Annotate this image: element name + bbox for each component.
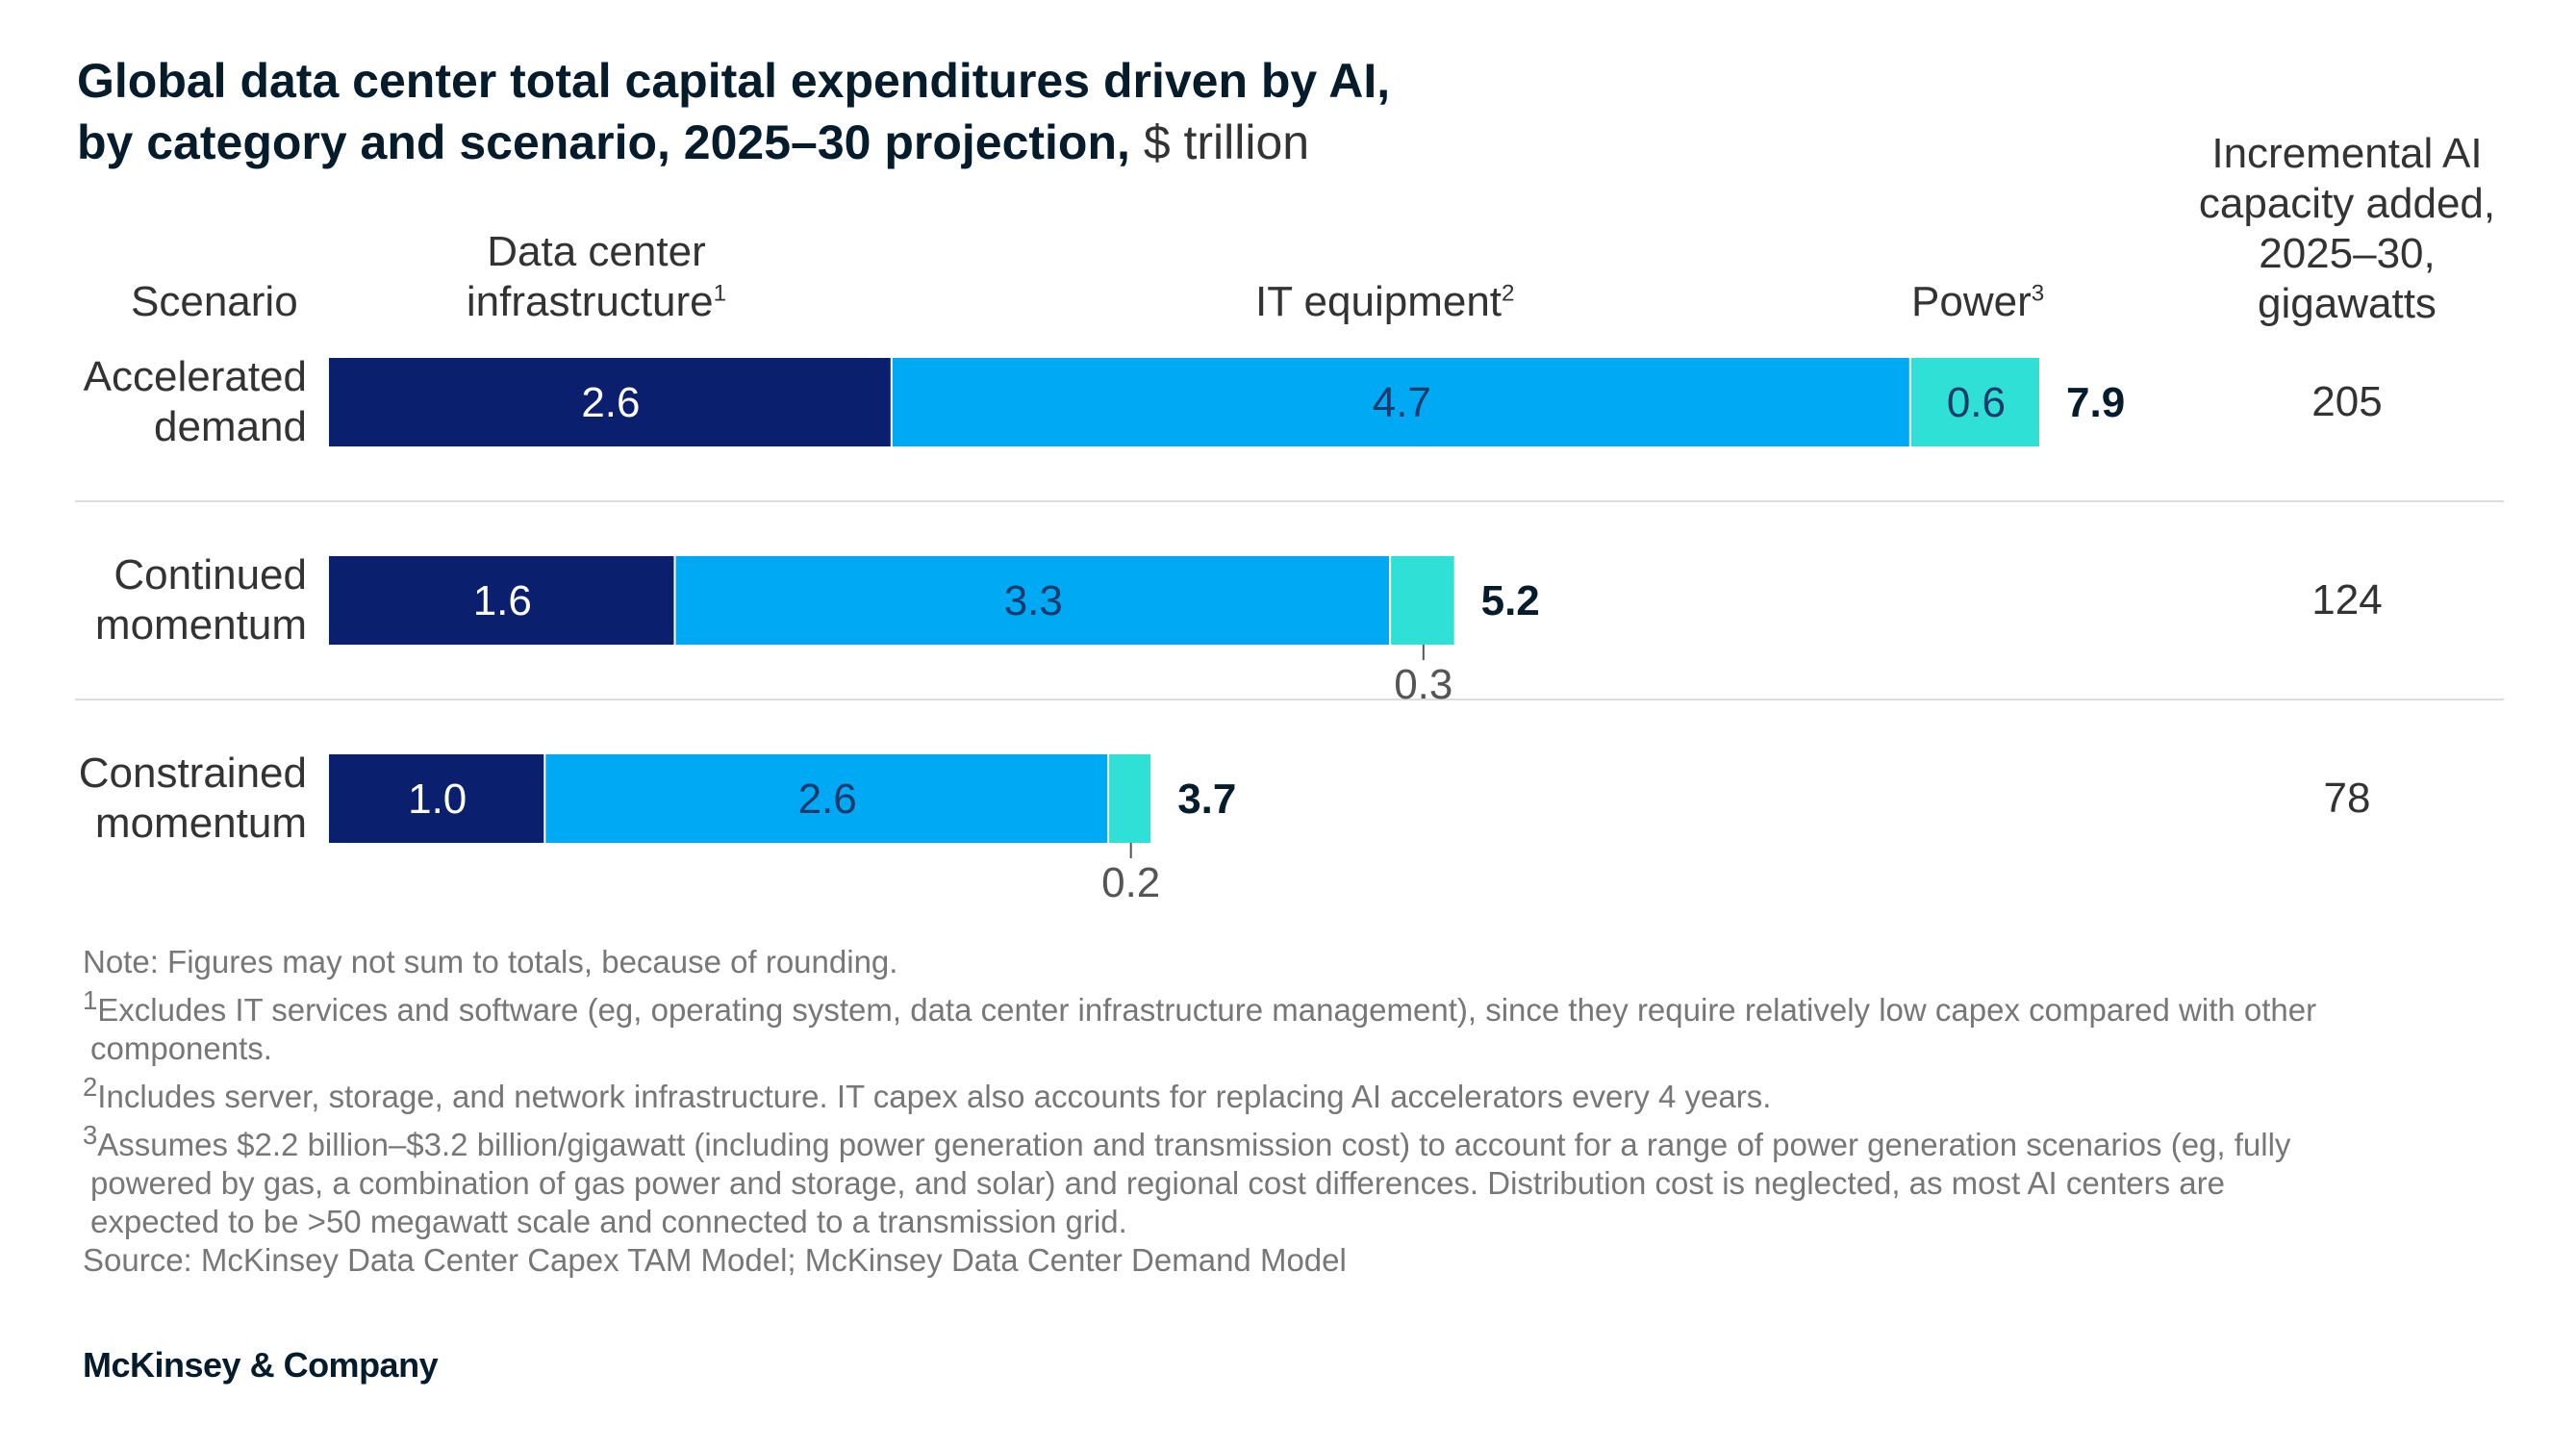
footnote-mark-2: 2 [1502, 280, 1515, 307]
footnote-1-cont: components. [90, 1030, 272, 1066]
capacity-value-continued: 124 [2311, 576, 2383, 623]
footnote-3-cont-a: powered by gas, a combination of gas pow… [90, 1165, 2225, 1201]
footnote-mark-1: 1 [713, 280, 727, 307]
bar-label-constrained-power: 0.2 [1101, 859, 1160, 906]
footnote-1: 1Excludes IT services and software (eg, … [83, 985, 2317, 1028]
scenario-label-constrained: Constrained momentum [78, 750, 307, 847]
bar-constrained-infrastructure [329, 754, 544, 843]
header-power: Power3 [1911, 278, 2045, 325]
bar-label-constrained-it-equipment: 2.6 [798, 776, 857, 823]
bar-accelerated-infrastructure [329, 358, 891, 446]
header-infrastructure-line2: infrastructure [466, 278, 714, 325]
title-unit: $ trillion [1143, 115, 1310, 169]
source-line: Source: McKinsey Data Center Capex TAM M… [83, 1242, 1347, 1278]
total-label-accelerated: 7.9 [2066, 379, 2125, 426]
header-capacity: Incremental AI capacity added, 2025–30, … [2155, 129, 2539, 329]
header-infrastructure: Data center infrastructure1 [423, 227, 770, 327]
bar-constrained-power [1109, 754, 1151, 843]
bar-label-continued-power: 0.3 [1394, 661, 1452, 708]
bar-label-constrained-infrastructure: 1.0 [408, 776, 467, 823]
bar-label-continued-infrastructure: 1.6 [473, 577, 532, 624]
row-separator [75, 500, 2504, 502]
capacity-value-accelerated: 205 [2311, 378, 2383, 425]
chart-title: Global data center total capital expendi… [77, 50, 1905, 173]
footnote-mark-3: 3 [2031, 280, 2045, 307]
header-capacity-line2: capacity added, [2198, 180, 2496, 227]
scenario-label-continued: Continued momentum [94, 551, 307, 649]
bar-label-continued-it-equipment: 3.3 [1004, 577, 1063, 624]
bar-label-accelerated-power: 0.6 [1947, 379, 2006, 426]
footnote-3: 3Assumes $2.2 billion–$3.2 billion/gigaw… [83, 1120, 2291, 1162]
note-rounding: Note: Figures may not sum to totals, bec… [83, 944, 898, 979]
title-line-2: by category and scenario, 2025–30 projec… [77, 115, 1130, 169]
row-separator [75, 699, 2504, 700]
header-capacity-line1: Incremental AI [2211, 130, 2483, 177]
title-line-1: Global data center total capital expendi… [77, 54, 1391, 108]
scenario-label-accelerated: Accelerated demand [83, 353, 307, 450]
capacity-value-constrained: 78 [2323, 775, 2371, 822]
bar-label-accelerated-infrastructure: 2.6 [581, 379, 640, 426]
total-label-continued: 5.2 [1481, 577, 1540, 624]
footnote-3-cont-b: expected to be >50 megawatt scale and co… [90, 1204, 1127, 1239]
stacked-bar-chart: 2.6 4.7 0.6 7.9 1.6 3.3 0.3 5.2 1.0 2.6 0.2 3.7 [329, 358, 2125, 906]
total-label-constrained: 3.7 [1177, 776, 1236, 823]
bar-continued-it-equipment [675, 556, 1389, 645]
bar-continued-power [1391, 556, 1454, 645]
footnote-2: 2Includes server, storage, and network i… [83, 1072, 1772, 1114]
bar-continued-infrastructure [329, 556, 674, 645]
brand-logo: McKinsey & Company [83, 1345, 439, 1385]
bar-accelerated-it-equipment [892, 358, 1909, 446]
bar-accelerated-power [1910, 358, 2039, 446]
header-infrastructure-line1: Data center [487, 228, 706, 275]
footnotes: Note: Figures may not sum to totals, bec… [83, 943, 2497, 1280]
header-capacity-line3: 2025–30, [2259, 230, 2436, 277]
header-it-equipment: IT equipment2 [1255, 278, 1515, 325]
bar-label-accelerated-it-equipment: 4.7 [1373, 379, 1431, 426]
header-capacity-line4: gigawatts [2258, 280, 2437, 327]
header-scenario: Scenario [131, 278, 298, 325]
bar-constrained-it-equipment [545, 754, 1108, 843]
